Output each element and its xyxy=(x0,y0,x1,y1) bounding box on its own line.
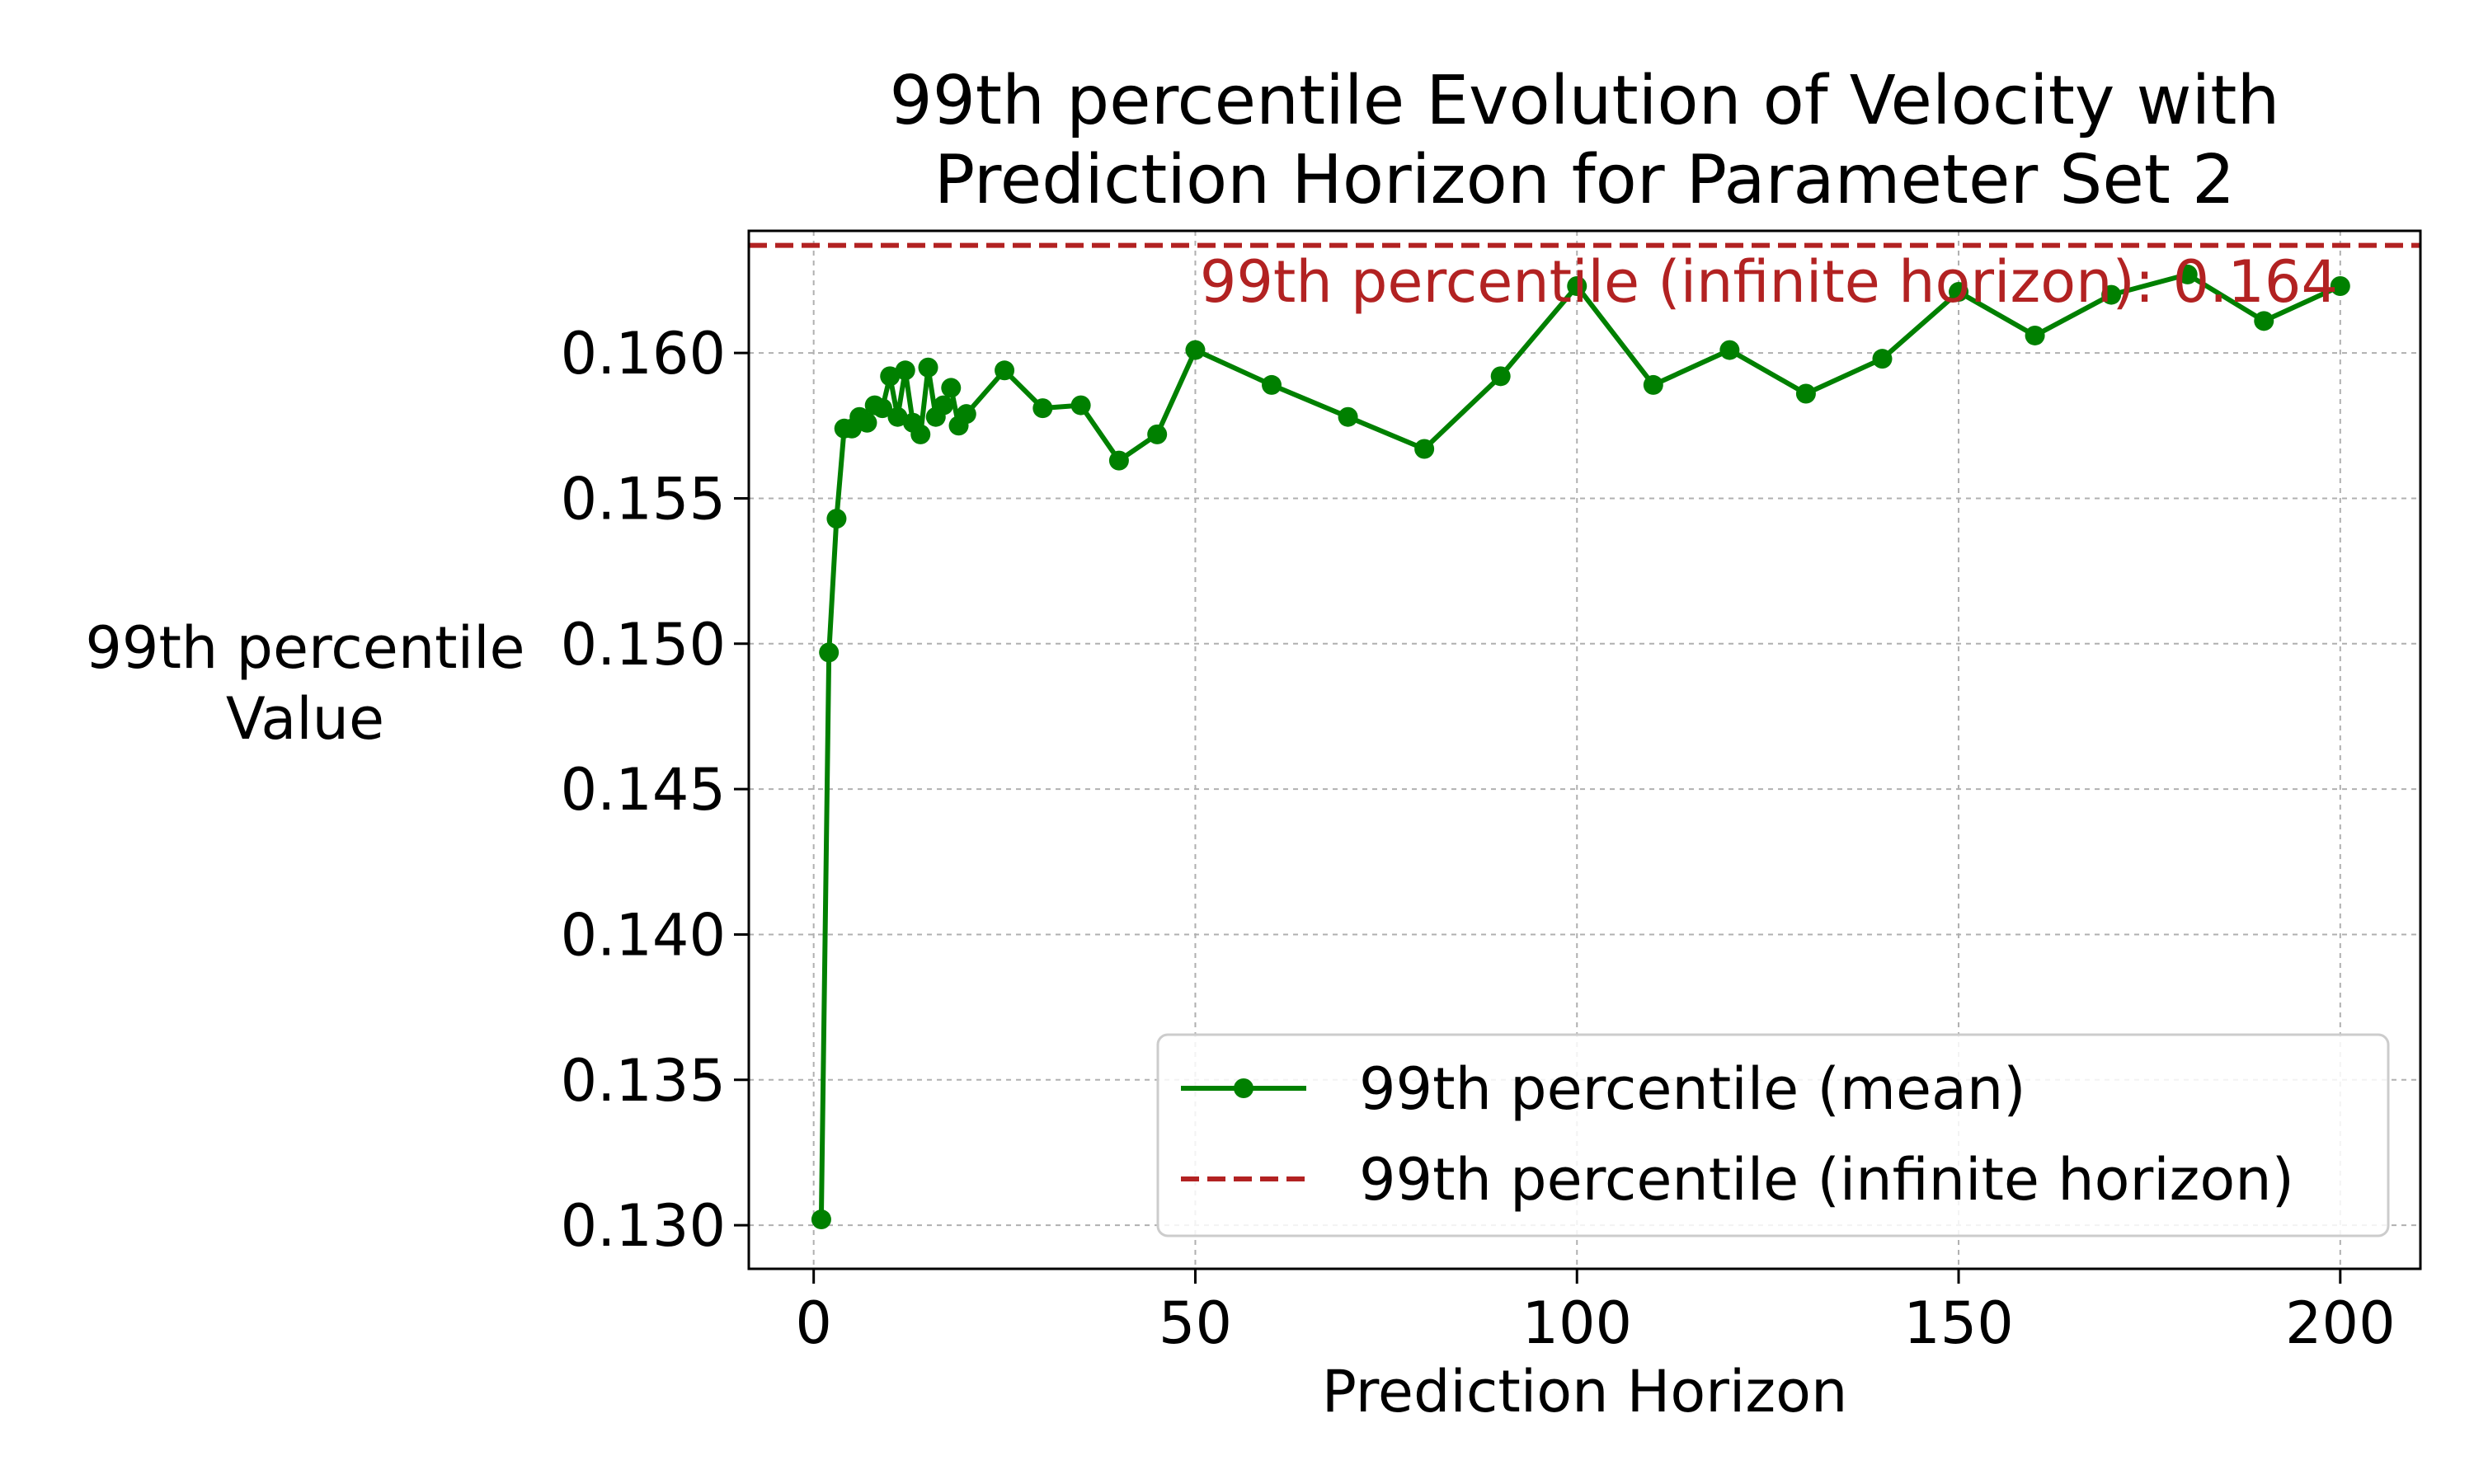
mean-series-point xyxy=(1185,340,1206,360)
x-axis-ticks: 0 50 100 150 200 xyxy=(795,1269,2396,1357)
mean-series-point xyxy=(1414,439,1435,459)
x-tick-label: 50 xyxy=(1159,1289,1232,1357)
y-tick-label: 0.155 xyxy=(561,465,726,533)
mean-series-point xyxy=(2025,325,2045,345)
y-axis-label-line: 99th percentile xyxy=(85,614,524,682)
chart-title: 99th percentile Evolution of Velocity wi… xyxy=(890,62,2280,219)
x-tick-label: 150 xyxy=(1903,1289,2014,1357)
mean-series-point xyxy=(1147,424,1168,444)
mean-series-point xyxy=(941,378,962,398)
chart-title-line: Prediction Horizon for Parameter Set 2 xyxy=(934,141,2235,219)
mean-series-point xyxy=(811,1209,831,1230)
mean-series-point xyxy=(1070,395,1091,416)
mean-series-point xyxy=(857,412,877,433)
y-axis-ticks: 0.130 0.135 0.140 0.145 0.150 0.155 0.160 xyxy=(561,320,749,1260)
y-tick-label: 0.140 xyxy=(561,901,726,969)
mean-series-point xyxy=(1949,282,1969,303)
mean-series-point xyxy=(1795,383,1816,404)
mean-series-point xyxy=(2177,264,2198,284)
x-tick-label: 100 xyxy=(1522,1289,1632,1357)
mean-series-point xyxy=(1338,406,1358,427)
mean-series-point xyxy=(2101,284,2122,305)
mean-series-point xyxy=(895,360,915,381)
mean-series-point xyxy=(934,395,954,416)
y-tick-label: 0.135 xyxy=(561,1047,726,1115)
legend-mean-marker xyxy=(1234,1078,1253,1098)
x-axis-label: Prediction Horizon xyxy=(1322,1358,1848,1425)
mean-series-point xyxy=(887,406,908,427)
legend-infinite-label: 99th percentile (infinite horizon) xyxy=(1359,1146,2294,1214)
y-tick-label: 0.150 xyxy=(561,611,726,679)
mean-series-point xyxy=(995,360,1015,381)
mean-series-point xyxy=(880,366,901,387)
infinite-horizon-annotation: 99th percentile (infinite horizon): 0.16… xyxy=(1200,248,2338,316)
mean-series-point xyxy=(826,509,847,529)
legend-mean-label: 99th percentile (mean) xyxy=(1359,1055,2026,1123)
legend: 99th percentile (mean) 99th percentile (i… xyxy=(1156,1033,2390,1237)
plot-frame xyxy=(747,229,2422,1270)
mean-series-point xyxy=(1032,398,1053,419)
mean-series-point xyxy=(1262,374,1282,395)
mean-series-point xyxy=(872,398,892,419)
mean-series-point xyxy=(1108,450,1129,471)
x-tick-label: 200 xyxy=(2285,1289,2396,1357)
legend-box xyxy=(1156,1033,2390,1237)
y-tick-label: 0.130 xyxy=(561,1192,726,1260)
y-tick-label: 0.160 xyxy=(561,320,726,387)
chart-title-line: 99th percentile Evolution of Velocity wi… xyxy=(890,62,2280,140)
mean-series-point xyxy=(1872,349,1893,369)
annotation-layer: 99th percentile (infinite horizon): 0.16… xyxy=(1200,248,2338,316)
mean-series-point xyxy=(918,357,938,378)
mean-series-point xyxy=(2254,311,2274,331)
y-tick-label: 0.145 xyxy=(561,756,726,824)
mean-series-point xyxy=(1719,340,1740,360)
mean-series-point xyxy=(1490,366,1511,387)
mean-series-point xyxy=(2330,276,2350,297)
series-layer xyxy=(811,264,2350,1230)
mean-series-point xyxy=(910,424,931,444)
y-axis-label-line: Value xyxy=(226,685,384,753)
x-tick-label: 0 xyxy=(795,1289,832,1357)
mean-series-point xyxy=(1567,276,1587,297)
mean-series-point xyxy=(819,642,840,663)
mean-series-point xyxy=(956,404,976,425)
mean-series-point xyxy=(1643,374,1663,395)
